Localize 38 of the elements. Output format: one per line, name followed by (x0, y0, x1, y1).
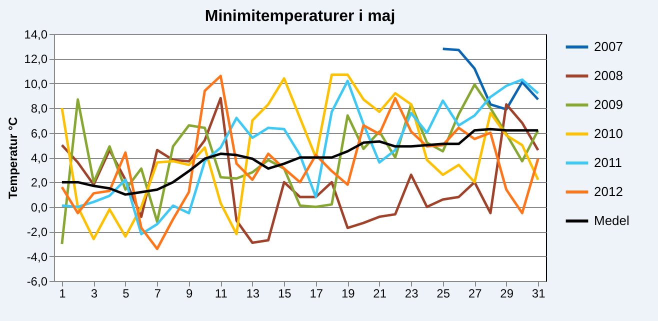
x-tick-label: 9 (186, 286, 194, 300)
x-tick-label: 5 (122, 286, 130, 300)
x-tick-label: 23 (404, 286, 419, 300)
line-series (442, 48, 540, 111)
legend-label: 2011 (594, 155, 622, 170)
legend-label: 2010 (594, 126, 623, 141)
x-tick-label: 1 (59, 286, 66, 300)
x-tick-label: 21 (373, 286, 387, 300)
y-tick-label: 2,0 (30, 176, 48, 190)
x-tick-label: 27 (468, 286, 482, 300)
x-tick-label: 25 (436, 286, 450, 300)
x-tick-label: 7 (154, 286, 162, 300)
x-tick-label: 17 (310, 286, 324, 300)
legend-label: 2009 (594, 97, 623, 112)
x-tick-label: 13 (246, 286, 260, 300)
x-tick-label: 11 (214, 286, 228, 300)
y-tick-label: 8,0 (30, 102, 48, 116)
x-tick-label: 19 (341, 286, 356, 300)
x-tick-label: 31 (532, 286, 546, 300)
legend-label: 2012 (594, 184, 623, 199)
y-tick-label: -6,0 (26, 274, 48, 288)
y-tick-label: 10,0 (24, 76, 48, 91)
x-tick-label: 15 (278, 286, 292, 300)
y-tick-label: 4,0 (30, 151, 48, 165)
line-series (60, 128, 540, 196)
legend-label: Medel (594, 213, 630, 228)
y-tick-label: 12,0 (24, 52, 48, 66)
legend-label: 2007 (594, 39, 623, 54)
y-tick-label: 0,0 (30, 200, 48, 214)
y-tick-label: -4,0 (26, 250, 48, 264)
y-tick-label: -2,0 (26, 225, 48, 240)
y-tick-label: 6,0 (30, 126, 48, 140)
chart-title: Minimitemperaturer i maj (204, 8, 396, 25)
legend-label: 2008 (594, 68, 623, 83)
y-tick-label: 14,0 (24, 28, 48, 42)
x-tick-label: 29 (500, 286, 514, 300)
y-axis-title: Temperatur °C (6, 116, 20, 199)
x-tick-label: 3 (90, 286, 98, 300)
